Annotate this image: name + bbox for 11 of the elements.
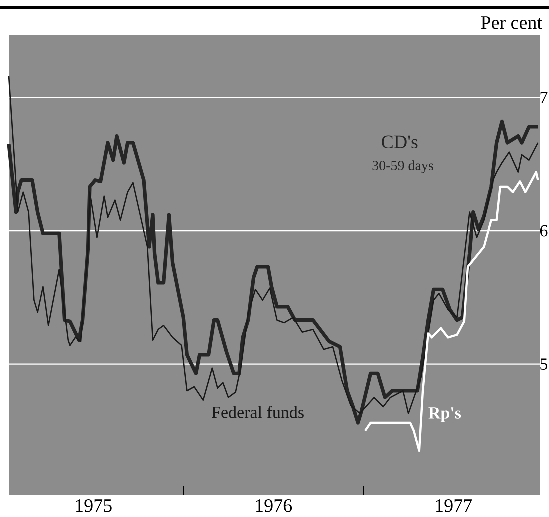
x-tick-label: 1976 [256,500,292,512]
series-label: Rp's [428,408,462,422]
y-tick-label: 6 [540,225,548,237]
text: CD's [382,136,418,149]
series-label: Federal funds [212,406,304,418]
x-tick-label: 1977 [436,500,472,512]
y-axis-title: Per cent [481,16,542,30]
x-tick-label: 1975 [76,500,112,512]
annotation: 30-59 days [372,160,434,174]
y-tick-label: 7 [540,92,548,104]
y-tick-label: 5 [540,358,548,370]
